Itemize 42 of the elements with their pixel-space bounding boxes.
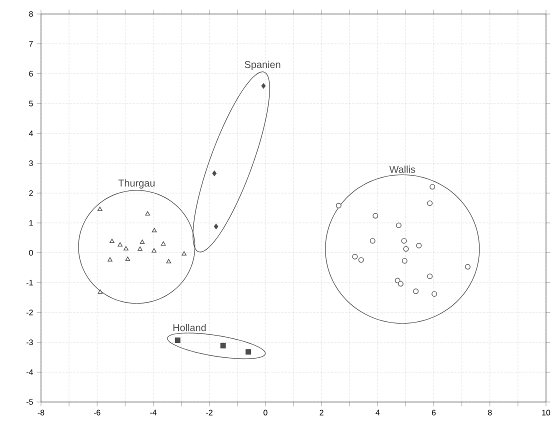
- series-label: Holland: [173, 324, 206, 332]
- series-label: Wallis: [389, 166, 416, 173]
- point: [261, 83, 266, 89]
- point: [220, 342, 226, 348]
- point: [430, 184, 436, 190]
- point: [214, 224, 218, 230]
- point: [118, 242, 123, 247]
- point: [427, 200, 433, 206]
- point: [145, 211, 150, 216]
- point: [427, 274, 433, 280]
- point: [464, 264, 470, 270]
- point: [140, 240, 145, 244]
- point: [125, 256, 130, 261]
- point: [403, 246, 409, 252]
- series-label: Spanien: [244, 60, 280, 70]
- point: [402, 258, 408, 264]
- point: [212, 170, 217, 176]
- point: [160, 241, 166, 246]
- point: [396, 222, 402, 228]
- point: [98, 289, 103, 294]
- point: [398, 281, 404, 287]
- point: [336, 202, 342, 208]
- point: [246, 349, 252, 355]
- point: [166, 258, 172, 264]
- point: [413, 288, 419, 294]
- point: [182, 251, 187, 256]
- point: [152, 248, 156, 253]
- point: [352, 254, 358, 260]
- point: [110, 238, 114, 243]
- text: Thurgau: [118, 179, 155, 189]
- point: [138, 246, 142, 251]
- point: [108, 257, 112, 262]
- point: [98, 206, 102, 212]
- point: [370, 238, 376, 244]
- point: [174, 337, 180, 343]
- point: [124, 246, 128, 250]
- point: [152, 228, 157, 232]
- point: [432, 291, 438, 297]
- point: [372, 213, 378, 218]
- point: [416, 242, 422, 248]
- point: [401, 238, 407, 244]
- point: [358, 257, 364, 263]
